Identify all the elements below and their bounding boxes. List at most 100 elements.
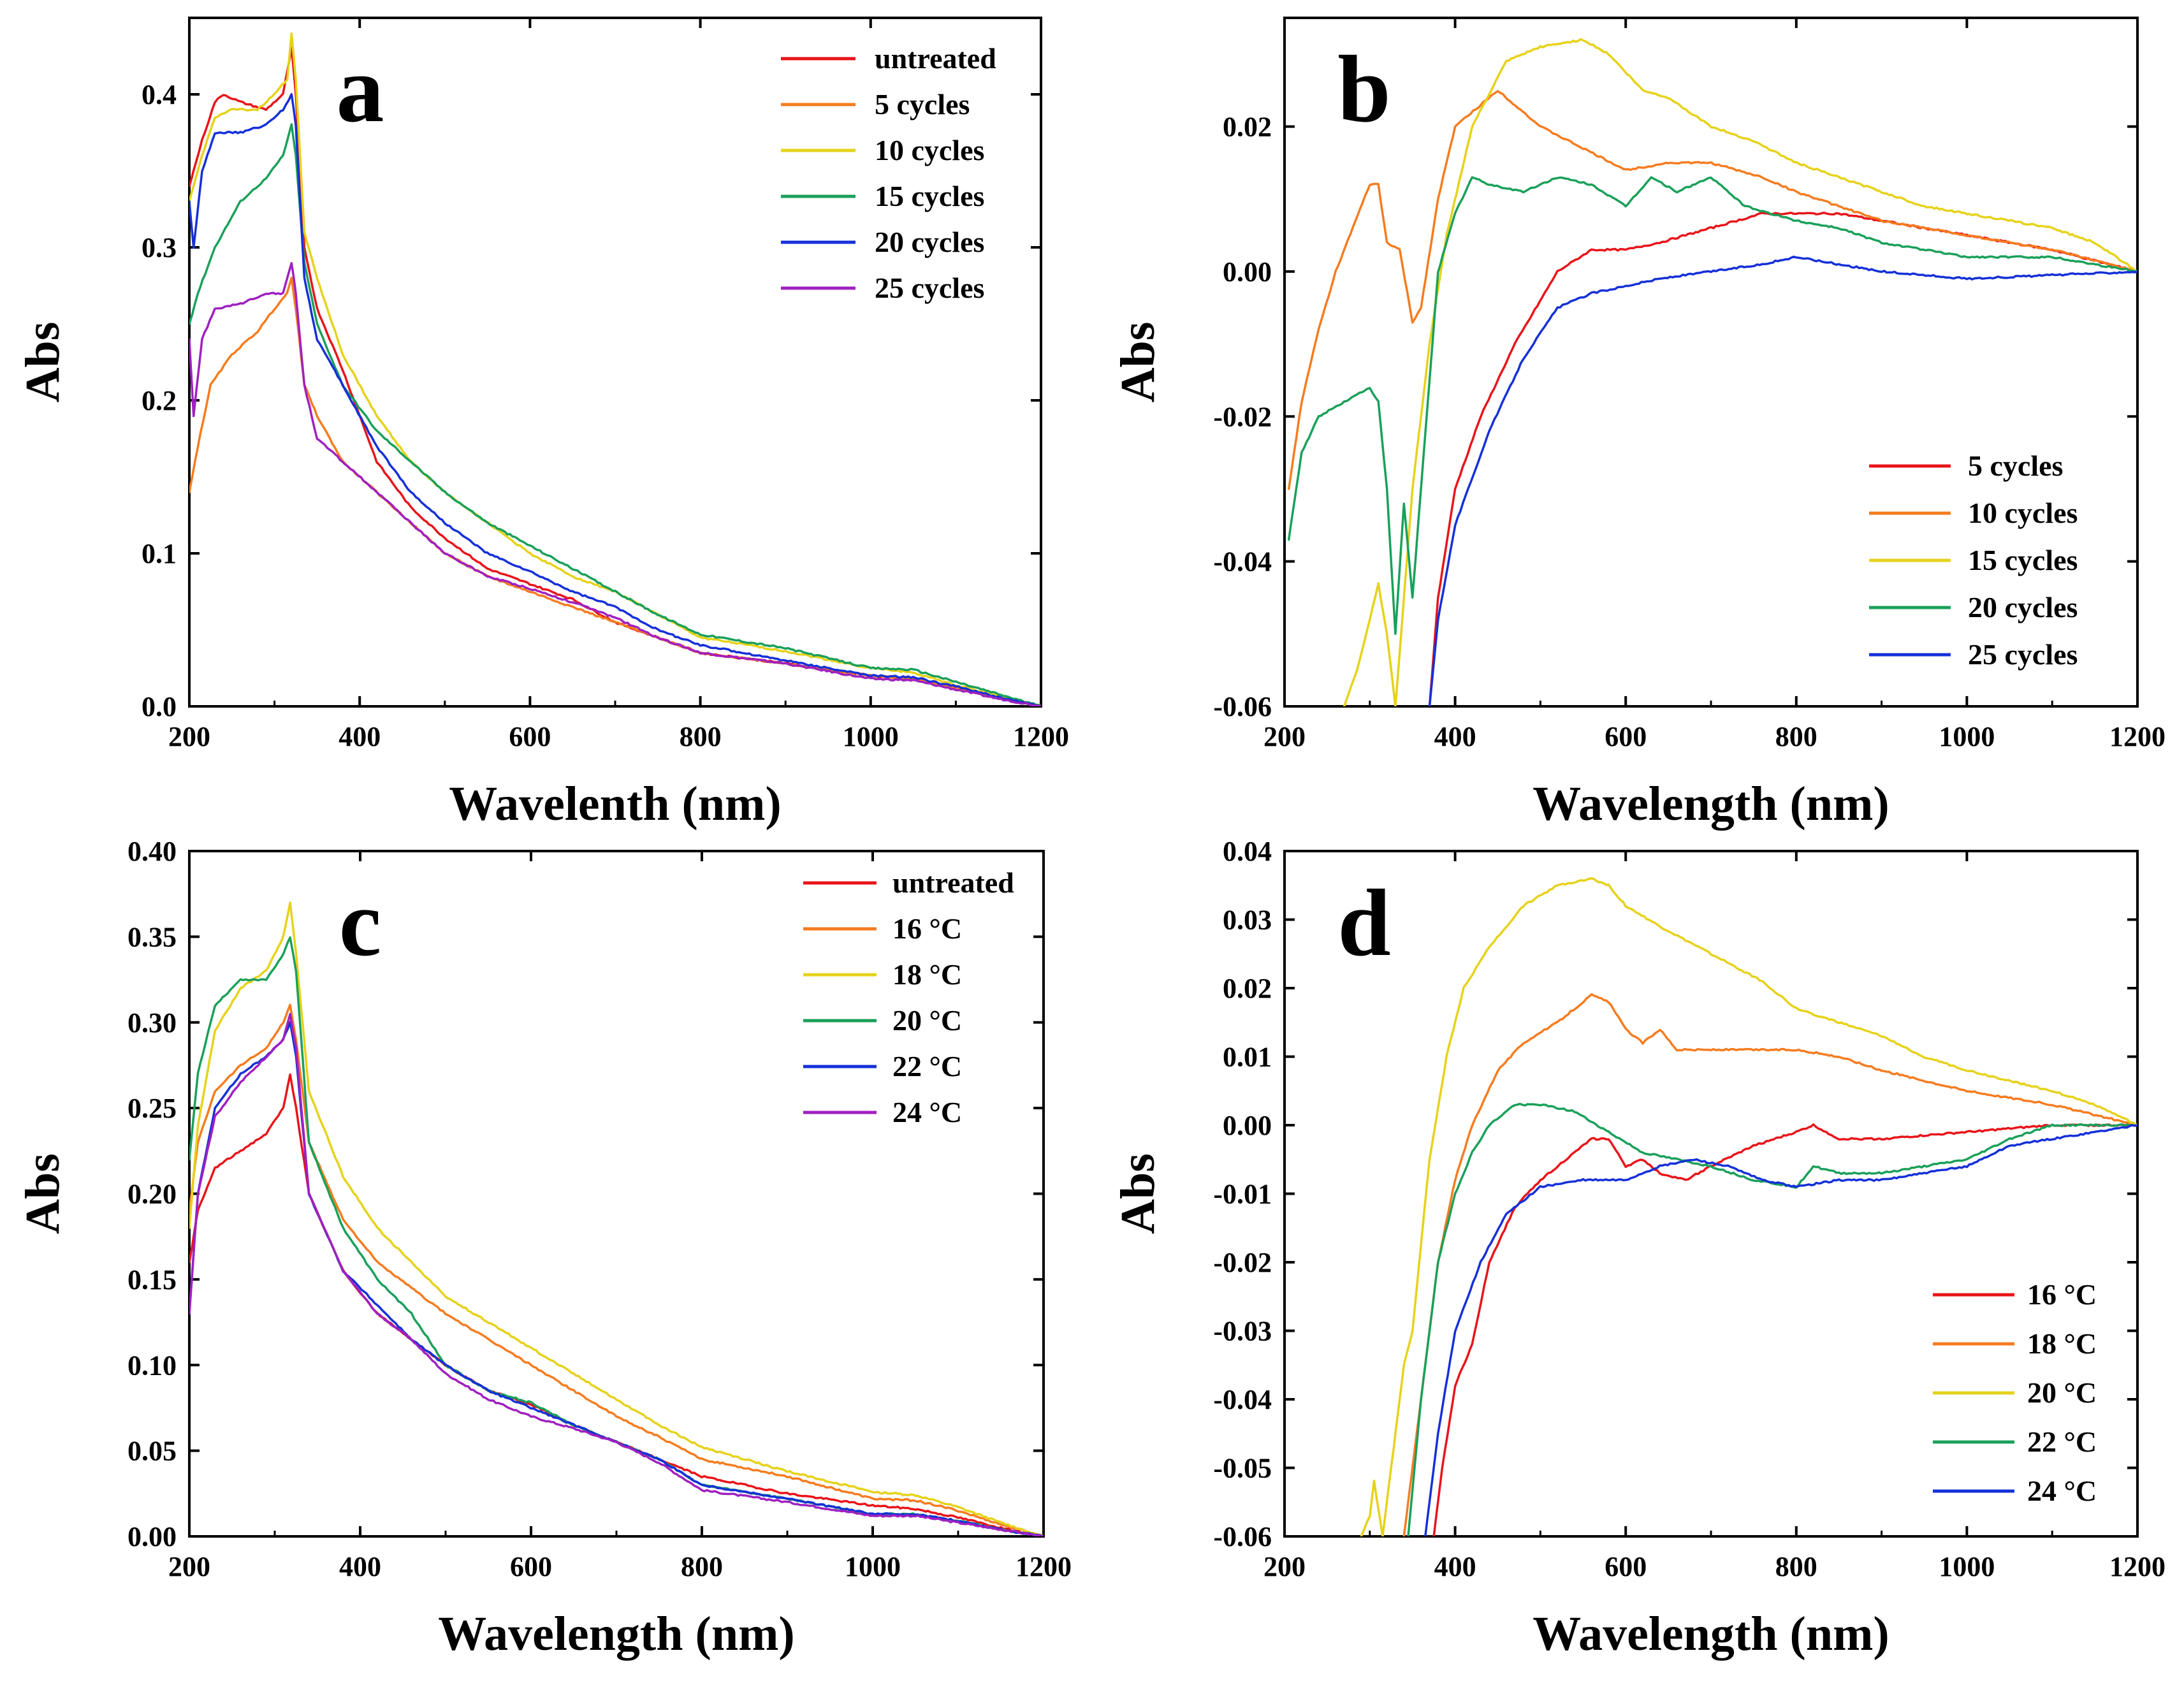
series-line-15-cycles	[1343, 38, 2137, 706]
y-tick-label: 0.10	[127, 1350, 177, 1381]
y-tick-label: 0.02	[1223, 973, 1272, 1004]
legend-label: 20 °C	[2027, 1376, 2097, 1409]
y-tick-label: -0.02	[1213, 401, 1272, 432]
x-axis-title: Wavelength (nm)	[1532, 777, 1889, 831]
y-axis-title: Abs	[16, 322, 69, 403]
y-tick-label: 0.1	[142, 538, 177, 569]
x-axis-title: Wavelenth (nm)	[449, 777, 781, 831]
legend-label: 24 °C	[892, 1096, 962, 1128]
x-tick-label: 400	[339, 721, 381, 752]
y-tick-label: 0.35	[127, 921, 177, 952]
x-tick-label: 200	[1263, 1551, 1306, 1582]
y-tick-label: 0.30	[127, 1007, 177, 1038]
legend-label: 15 cycles	[875, 180, 984, 212]
y-tick-label: 0.20	[127, 1179, 177, 1210]
panel-letter: b	[1337, 36, 1390, 142]
x-tick-label: 400	[1434, 1551, 1476, 1582]
chart-panel-b: 200 400 600 800 1000 1200 -0.06 -0.04 -0.02 0.00 0…	[1111, 17, 2166, 831]
x-tick-label: 1200	[2109, 721, 2166, 752]
x-tick-label: 200	[168, 1551, 210, 1582]
y-tick-label: 0.25	[127, 1093, 177, 1124]
y-tick-label: 0.00	[1223, 256, 1272, 288]
y-tick-label: 0.00	[1223, 1110, 1272, 1141]
y-axis-title: Abs	[1111, 322, 1165, 403]
panel-letter: a	[337, 36, 384, 142]
series-line-24-c	[1424, 1124, 2137, 1536]
y-tick-label: 0.3	[142, 232, 177, 263]
y-axis-title: Abs	[1111, 1153, 1165, 1234]
y-tick-label: 0.02	[1223, 112, 1272, 143]
x-tick-label: 1200	[1013, 721, 1069, 752]
y-tick-label: -0.06	[1213, 691, 1272, 722]
x-tick-label: 200	[1263, 721, 1306, 752]
y-tick-label: -0.03	[1213, 1316, 1272, 1347]
series-line-20-cycles	[189, 93, 1041, 706]
series-line-5-cycles	[189, 276, 1041, 706]
y-tick-label: -0.02	[1213, 1247, 1272, 1278]
series-line-16-c	[1432, 1123, 2137, 1536]
plot-frame	[188, 17, 1042, 708]
y-tick-label: 0.4	[142, 79, 177, 110]
legend-label: 15 cycles	[1968, 544, 2078, 576]
series-line-22-c	[1407, 1102, 2137, 1536]
y-tick-label: -0.01	[1213, 1179, 1272, 1210]
plot-frame	[188, 850, 1045, 1538]
legend-label: 16 °C	[2027, 1278, 2097, 1311]
x-tick-label: 200	[168, 721, 210, 752]
y-tick-label: 0.15	[127, 1264, 177, 1295]
chart-panel-a: 200 400 600 800 1000 1200 0.0 0.1 0.2 0.3 0.4 Wavel…	[16, 17, 1069, 831]
legend-label: 24 °C	[2027, 1475, 2097, 1507]
y-tick-label: -0.04	[1213, 546, 1272, 578]
panel-letter: d	[1337, 870, 1390, 976]
x-tick-label: 1200	[1016, 1551, 1072, 1582]
y-tick-label: -0.05	[1213, 1453, 1272, 1484]
legend-label: 22 °C	[2027, 1425, 2097, 1458]
x-tick-label: 800	[680, 721, 722, 752]
x-tick-label: 1000	[1939, 1551, 1995, 1582]
legend-label: untreated	[892, 866, 1014, 899]
series-line-24-c	[189, 1012, 1044, 1536]
x-tick-label: 1000	[1939, 721, 1995, 752]
x-tick-label: 1000	[843, 721, 899, 752]
series-line-10-cycles	[1287, 90, 2137, 490]
x-tick-label: 1200	[2109, 1551, 2166, 1582]
chart-panel-c: 200 400 600 800 1000 1200 0.00 0.05 0.10 0.15 0.20…	[16, 836, 1072, 1661]
legend-label: 22 °C	[892, 1050, 962, 1082]
y-tick-label: -0.06	[1213, 1521, 1272, 1552]
x-axis-title: Wavelength (nm)	[1532, 1607, 1889, 1661]
x-tick-label: 600	[1605, 721, 1647, 752]
x-tick-label: 600	[510, 1551, 552, 1582]
x-tick-label: 800	[681, 1551, 723, 1582]
y-tick-label: 0.40	[127, 836, 177, 867]
y-tick-label: 0.0	[142, 691, 177, 722]
x-axis-title: Wavelength (nm)	[438, 1607, 794, 1661]
legend-label: 20 °C	[892, 1004, 962, 1037]
legend-label: 20 cycles	[875, 226, 984, 258]
legend-label: 5 cycles	[875, 88, 970, 120]
y-tick-label: 0.05	[127, 1436, 177, 1467]
series-line-25-cycles	[189, 261, 1041, 706]
x-tick-label: 800	[1775, 721, 1817, 752]
series-line-18-c	[1402, 993, 2137, 1536]
x-tick-label: 1000	[845, 1551, 901, 1582]
series-line-15-cycles	[189, 123, 1041, 706]
legend-label: 20 cycles	[1968, 591, 2078, 623]
y-tick-label: -0.04	[1213, 1384, 1272, 1415]
legend-label: 18 °C	[2027, 1327, 2097, 1360]
x-tick-label: 600	[1605, 1551, 1647, 1582]
legend-label: 5 cycles	[1968, 449, 2063, 482]
y-tick-label: 0.03	[1223, 905, 1272, 936]
x-tick-label: 400	[1434, 721, 1476, 752]
panel-letter: c	[339, 870, 382, 976]
y-tick-label: 0.04	[1223, 836, 1272, 867]
legend-label: 10 cycles	[1968, 497, 2078, 529]
legend-label: 16 °C	[892, 912, 962, 945]
y-axis-title: Abs	[16, 1153, 69, 1234]
legend-label: untreated	[875, 42, 996, 75]
chart-panel-d: 200 400 600 800 1000 1200 -0.06 -0.05 -0.04 -0.03…	[1111, 836, 2166, 1661]
x-tick-label: 400	[339, 1551, 381, 1582]
y-tick-label: 0.01	[1223, 1042, 1272, 1073]
series-line-25-cycles	[1428, 255, 2137, 706]
series-line-untreated	[189, 1073, 1044, 1536]
